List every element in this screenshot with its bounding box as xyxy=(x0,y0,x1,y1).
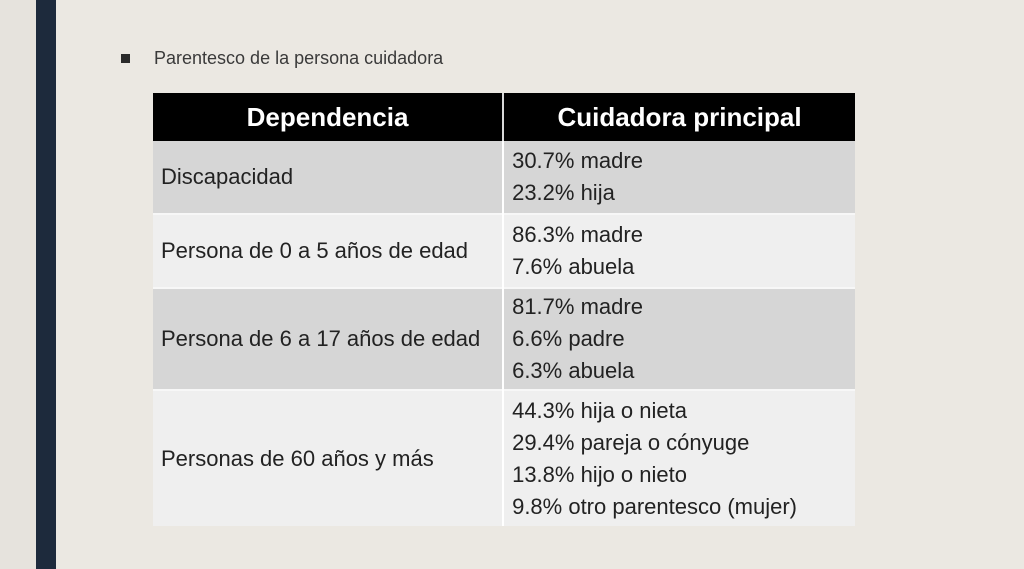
cuidadora-line: 7.6% abuela xyxy=(512,254,635,279)
table-row: Persona de 6 a 17 años de edad 81.7% mad… xyxy=(153,287,855,390)
cell-cuidadora: 30.7% madre 23.2% hija xyxy=(503,141,855,214)
cuidadora-line: 6.6% padre xyxy=(512,326,625,351)
cuidadora-line: 23.2% hija xyxy=(512,180,615,205)
cuidadora-line: 81.7% madre xyxy=(512,294,643,319)
caregiver-table: Dependencia Cuidadora principal Discapac… xyxy=(153,93,855,526)
bullet-text: Parentesco de la persona cuidadora xyxy=(154,47,444,68)
cuidadora-line: 6.3% abuela xyxy=(512,358,635,383)
cell-dependencia: Persona de 0 a 5 años de edad xyxy=(153,213,505,288)
bullet-item: Parentesco de la persona cuidadora xyxy=(121,46,443,70)
cuidadora-line: 30.7% madre xyxy=(512,148,643,173)
cuidadora-line: 9.8% otro parentesco (mujer) xyxy=(512,493,797,519)
cuidadora-line: 13.8% hijo o nieto xyxy=(512,461,687,487)
cell-dependencia: Persona de 6 a 17 años de edad xyxy=(153,287,505,390)
cell-cuidadora: 86.3% madre 7.6% abuela xyxy=(503,213,855,288)
square-bullet-icon xyxy=(121,53,130,63)
cell-dependencia: Personas de 60 años y más xyxy=(153,389,505,526)
cuidadora-line: 29.4% pareja o cónyuge xyxy=(512,429,750,455)
table-row: Personas de 60 años y más 44.3% hija o n… xyxy=(153,389,855,526)
slide-left-margin xyxy=(0,0,36,569)
cell-cuidadora: 44.3% hija o nieta 29.4% pareja o cónyug… xyxy=(503,389,855,526)
table-row: Discapacidad 30.7% madre 23.2% hija xyxy=(153,141,855,214)
cell-dependencia: Discapacidad xyxy=(153,141,505,214)
cuidadora-line: 44.3% hija o nieta xyxy=(512,397,687,423)
header-dependencia: Dependencia xyxy=(153,93,505,141)
cuidadora-line: 86.3% madre xyxy=(512,222,643,247)
header-cuidadora: Cuidadora principal xyxy=(503,93,855,141)
table-row: Persona de 0 a 5 años de edad 86.3% madr… xyxy=(153,213,855,288)
table-header-row: Dependencia Cuidadora principal xyxy=(153,93,855,141)
slide-accent-bar xyxy=(36,0,56,569)
cell-cuidadora: 81.7% madre 6.6% padre 6.3% abuela xyxy=(503,287,855,390)
